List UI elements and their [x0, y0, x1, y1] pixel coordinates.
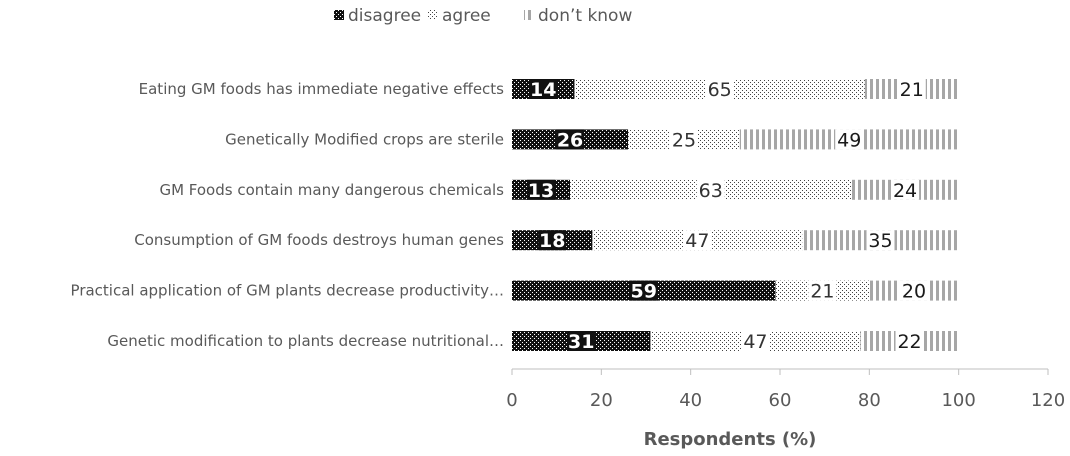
- x-tick-label: 120: [1031, 390, 1065, 411]
- legend-swatch-disagree: [334, 10, 344, 20]
- category-labels: Eating GM foods has immediate negative e…: [71, 80, 505, 350]
- data-label-bg: [866, 230, 895, 251]
- data-label-disagree: 18: [539, 230, 565, 252]
- data-label-bg: [891, 179, 920, 200]
- category-label: Practical application of GM plants decre…: [71, 282, 504, 300]
- data-label-bg: [897, 79, 926, 99]
- category-label: Genetically Modified crops are sterile: [225, 130, 504, 148]
- data-label-agree: 47: [685, 230, 709, 252]
- data-label-bg: [629, 280, 658, 301]
- data-label-dont-know: 35: [868, 230, 892, 252]
- data-label-disagree: 26: [557, 129, 583, 151]
- data-label-bg: [669, 129, 698, 150]
- data-label-agree: 25: [672, 129, 696, 151]
- legend-swatch-agree: [428, 10, 438, 20]
- data-label-bg: [900, 280, 928, 301]
- x-tick-label: 80: [858, 390, 881, 411]
- category-label: Genetic modification to plants decrease …: [107, 332, 504, 350]
- legend-label-agree: agree: [442, 6, 491, 26]
- data-label-agree: 65: [708, 79, 732, 101]
- data-label-dont-know: 22: [897, 331, 921, 353]
- x-tick-label: 100: [941, 390, 975, 411]
- data-label-bg: [696, 179, 725, 200]
- data-label-agree: 21: [810, 281, 834, 303]
- x-tick-label: 0: [506, 390, 517, 411]
- data-label-bg: [741, 331, 770, 351]
- data-label-bg: [529, 79, 558, 99]
- data-label-disagree: 59: [631, 281, 657, 303]
- legend-label-dont-know: don’t know: [538, 6, 632, 26]
- data-label-bg: [808, 280, 837, 301]
- legend-swatch-dont-know: [524, 10, 534, 20]
- legend: disagree agree don’t know: [334, 6, 632, 26]
- data-label-bg: [895, 331, 924, 351]
- x-tick-label: 40: [679, 390, 702, 411]
- data-label-bg: [527, 179, 556, 200]
- data-labels: 14 65 21 26 25 49 13 63 24 18 47 35 59 21 20 31 47 22: [527, 79, 928, 353]
- data-label-bg: [556, 129, 585, 150]
- data-label-agree: 63: [699, 180, 723, 202]
- data-label-agree: 47: [743, 331, 767, 353]
- data-label-disagree: 13: [528, 180, 554, 202]
- x-tick-labels: 0 20 40 60 80 100 120: [506, 390, 1065, 411]
- bars: [512, 79, 959, 351]
- legend-label-disagree: disagree: [348, 6, 421, 26]
- data-label-dont-know: 49: [837, 129, 861, 151]
- category-label: Eating GM foods has immediate negative e…: [139, 80, 505, 98]
- category-label: GM Foods contain many dangerous chemical…: [159, 181, 504, 199]
- data-label-bg: [705, 79, 734, 99]
- data-label-bg: [567, 331, 596, 351]
- x-tick-label: 60: [769, 390, 792, 411]
- data-label-disagree: 31: [568, 331, 594, 353]
- data-label-dont-know: 21: [900, 79, 924, 101]
- data-label-disagree: 14: [530, 79, 556, 101]
- data-label-bg: [538, 230, 567, 251]
- x-tick-label: 20: [590, 390, 613, 411]
- data-label-bg: [683, 230, 712, 251]
- data-label-dont-know: 24: [893, 180, 917, 202]
- x-axis-title: Respondents (%): [644, 429, 817, 450]
- category-label: Consumption of GM foods destroys human g…: [134, 231, 504, 249]
- data-label-bg: [835, 129, 864, 150]
- x-axis: [511, 368, 1049, 375]
- data-label-dont-know: 20: [902, 281, 926, 303]
